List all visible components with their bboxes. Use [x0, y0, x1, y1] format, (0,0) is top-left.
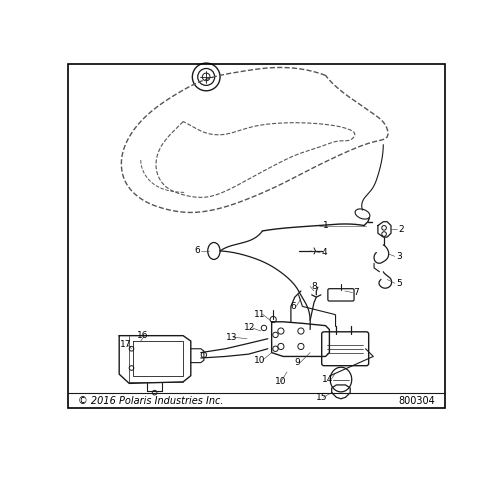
- Text: 2: 2: [398, 225, 404, 234]
- Text: 13: 13: [226, 332, 237, 342]
- Text: 15: 15: [316, 393, 328, 402]
- Text: 9: 9: [294, 358, 300, 367]
- Text: 4: 4: [321, 248, 327, 257]
- Text: 16: 16: [136, 331, 148, 340]
- Text: 10: 10: [254, 356, 266, 365]
- Text: 14: 14: [322, 375, 334, 384]
- Text: 5: 5: [396, 279, 402, 288]
- Text: 10: 10: [275, 378, 286, 386]
- Text: 17: 17: [120, 340, 131, 349]
- Text: 12: 12: [244, 324, 256, 332]
- Text: 8: 8: [311, 282, 317, 291]
- Text: 7: 7: [354, 288, 359, 297]
- Text: 6: 6: [290, 302, 296, 311]
- Text: 11: 11: [254, 310, 266, 318]
- Text: 3: 3: [396, 252, 402, 261]
- Text: 800304: 800304: [398, 396, 435, 406]
- Text: 6: 6: [195, 246, 200, 256]
- Text: © 2016 Polaris Industries Inc.: © 2016 Polaris Industries Inc.: [78, 396, 223, 406]
- Bar: [68, 64, 445, 408]
- Text: 1: 1: [322, 221, 328, 230]
